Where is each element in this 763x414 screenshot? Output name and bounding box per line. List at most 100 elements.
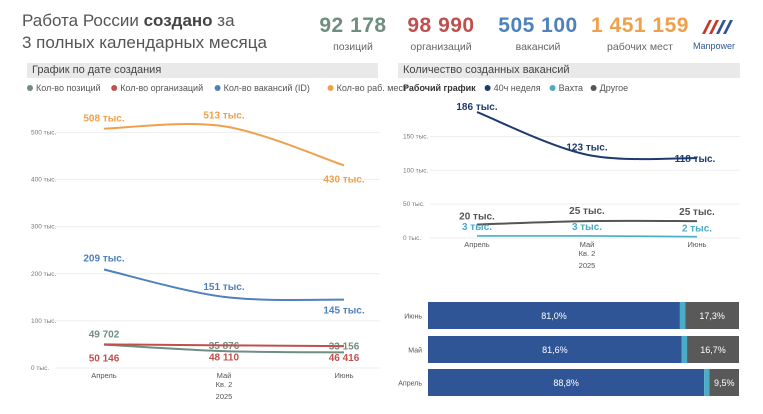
bar-label: 17,3% xyxy=(699,311,725,321)
kpi-label: вакансий xyxy=(515,41,561,53)
bar-category-label: Июнь xyxy=(404,314,422,321)
bar-category-label: Май xyxy=(408,347,422,355)
x-tick-label: Апрель xyxy=(464,240,490,249)
legend-label: Другое xyxy=(600,83,629,93)
data-label: 513 тыс. xyxy=(203,110,244,121)
data-label: 25 тыс. xyxy=(679,207,715,218)
page-title: Работа России создано за 3 полных календ… xyxy=(22,10,267,54)
data-label: 145 тыс. xyxy=(323,306,364,317)
bar-label: 9,5% xyxy=(714,378,735,388)
x-tick-label: Апрель xyxy=(91,371,117,380)
data-label: 151 тыс. xyxy=(203,282,244,293)
left-panel-title: График по дате создания xyxy=(27,63,378,78)
y-tick-label: 50 тыс. xyxy=(403,201,425,208)
y-tick-label: 300 тыс. xyxy=(31,224,57,231)
bar-label: 81,6% xyxy=(542,345,568,355)
x-group-label: 2025 xyxy=(216,392,233,401)
bar-segment xyxy=(687,336,739,363)
bar-segment xyxy=(679,302,686,329)
legend-marker xyxy=(484,85,491,91)
title-bold: создано xyxy=(143,11,213,30)
legend-marker xyxy=(214,85,221,91)
x-tick-label: Май xyxy=(217,371,232,380)
bar-label: 16,7% xyxy=(700,345,726,355)
kpi-label: организаций xyxy=(410,41,472,53)
legend-label: Кол-во позиций xyxy=(36,83,101,93)
series-line-Кол-во-раб.-мест xyxy=(103,123,345,167)
legend-label: Кол-во раб. мест xyxy=(337,83,407,93)
legend-label: Кол-во вакансий (ID) xyxy=(224,83,310,93)
bar-segment xyxy=(685,302,739,329)
y-tick-label: 150 тыс. xyxy=(403,133,429,140)
data-label: 430 тыс. xyxy=(323,174,364,185)
right-panel-title: Количество созданных вакансий xyxy=(398,63,740,78)
series-line-Кол-во-вакансий-(ID) xyxy=(103,268,345,301)
x-tick-label: Июнь xyxy=(334,371,353,380)
bar-segment xyxy=(709,369,739,396)
kpi-vacancies: 505 100 вакансий xyxy=(490,14,586,53)
y-tick-label: 400 тыс. xyxy=(31,177,57,184)
x-tick-label: Июнь xyxy=(687,240,706,249)
kpi-organizations: 98 990 организаций xyxy=(399,14,483,53)
data-label: 2 тыс. xyxy=(682,224,712,235)
data-label: 3 тыс. xyxy=(462,222,492,233)
legend-label: Кол-во организаций xyxy=(120,83,203,93)
series-line-Другое xyxy=(476,219,698,226)
y-tick-label: 100 тыс. xyxy=(31,318,57,325)
bar-segment xyxy=(428,336,682,363)
bar-segment xyxy=(428,369,705,396)
y-tick-label: 100 тыс. xyxy=(403,167,429,174)
bar-segment xyxy=(704,369,710,396)
data-label: 25 тыс. xyxy=(569,206,605,217)
kpi-label: позиций xyxy=(333,41,373,53)
kpi-value: 98 990 xyxy=(407,14,475,37)
kpi-positions: 92 178 позиций xyxy=(311,14,395,53)
data-label: 123 тыс. xyxy=(566,143,607,154)
x-group-label: Кв. 2 xyxy=(216,380,233,389)
bar-segment xyxy=(681,336,688,363)
series-line-Вахта xyxy=(476,235,698,238)
kpi-value: 92 178 xyxy=(319,14,387,37)
kpi-workplaces: 1 451 159 рабочих мест xyxy=(588,14,692,53)
legend-marker xyxy=(590,85,597,91)
bar-segment xyxy=(428,302,680,329)
data-label: 508 тыс. xyxy=(83,114,124,125)
legend-marker xyxy=(327,85,334,91)
data-label: 3 тыс. xyxy=(572,222,602,233)
legend-title: Рабочий график xyxy=(403,83,476,93)
x-tick-label: Май xyxy=(580,240,595,249)
y-tick-label: 0 тыс. xyxy=(31,365,49,372)
data-label: 118 тыс. xyxy=(675,154,716,165)
title-prefix: Работа России xyxy=(22,11,144,30)
y-tick-label: 500 тыс. xyxy=(31,129,57,136)
bar-label: 88,8% xyxy=(553,378,579,388)
data-label: 50 146 xyxy=(89,353,120,364)
title-line2: 3 полных календарных месяца xyxy=(22,33,267,52)
kpi-label: рабочих мест xyxy=(607,41,673,53)
data-label: 20 тыс. xyxy=(459,211,495,222)
x-group-label: 2025 xyxy=(579,261,596,270)
bar-label: 81,0% xyxy=(541,311,567,321)
data-label: 209 тыс. xyxy=(83,254,124,265)
title-suffix: за xyxy=(212,11,235,30)
legend-label: 40ч неделя xyxy=(494,83,541,93)
manpower-logo-icon xyxy=(702,20,733,34)
data-label: 186 тыс. xyxy=(456,102,497,113)
data-label: 33 156 xyxy=(329,341,360,352)
data-label: 49 702 xyxy=(89,330,120,341)
kpi-value: 1 451 159 xyxy=(591,14,689,37)
series-line-Кол-во-позиций xyxy=(103,343,345,354)
data-label: 46 416 xyxy=(329,353,360,364)
series-line-Кол-во-организаций xyxy=(103,343,345,348)
legend-marker xyxy=(549,85,556,91)
bar-category-label: Апрель xyxy=(398,381,422,388)
legend-marker xyxy=(27,85,33,91)
legend-marker xyxy=(111,85,118,91)
y-tick-label: 0 тыс. xyxy=(403,235,421,242)
y-tick-label: 200 тыс. xyxy=(31,271,57,278)
logo-text: Manpower xyxy=(693,41,736,51)
data-label: 35 876 xyxy=(209,341,240,352)
x-group-label: Кв. 2 xyxy=(579,249,596,258)
legend-label: Вахта xyxy=(559,83,583,93)
